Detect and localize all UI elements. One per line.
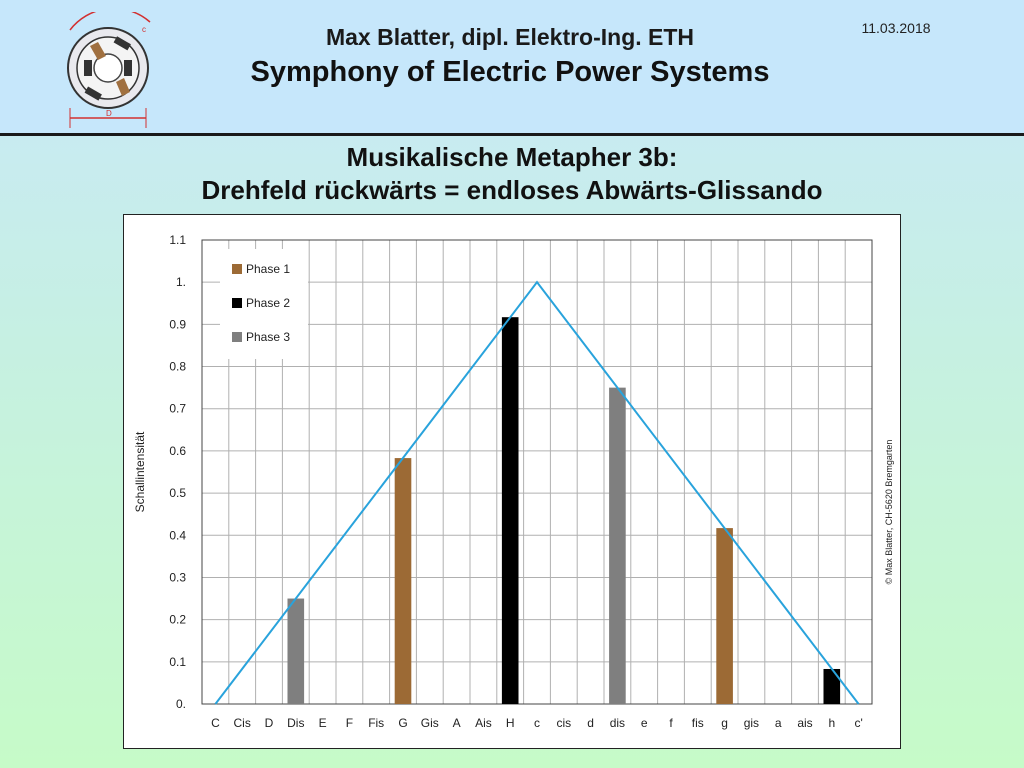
x-tick-label: gis — [744, 716, 759, 730]
legend-swatch — [232, 264, 242, 274]
x-tick-label: c — [534, 716, 540, 730]
copyright-annotation: © Max Blatter, CH-5620 Bremgarten — [884, 440, 894, 585]
legend-swatch — [232, 332, 242, 342]
x-tick-label: H — [506, 716, 515, 730]
x-tick-label: g — [721, 716, 728, 730]
slide-date: 11.03.2018 — [861, 20, 931, 36]
chart-container: 0. 0.1 0.2 0.3 0.4 0.5 0.6 0.7 0.8 0.9 1. 1.1 C Cis D D… — [123, 214, 901, 749]
motor-logo-icon: c D — [67, 12, 151, 128]
y-tick-label: 1. — [176, 275, 186, 289]
x-tick-label: E — [319, 716, 327, 730]
presentation-title: Symphony of Electric Power Systems — [250, 56, 770, 88]
y-tick-label: 0.3 — [169, 570, 186, 584]
header-banner: c D Max Blatter, dipl. Elektro-Ing. ETH … — [0, 0, 1024, 136]
x-tick-label: a — [775, 716, 782, 730]
y-tick-label: 0.4 — [169, 528, 186, 542]
x-tick-label: cis — [556, 716, 571, 730]
author-line: Max Blatter, dipl. Elektro-Ing. ETH — [325, 24, 695, 50]
x-tick-label: ais — [797, 716, 812, 730]
slide-title-line1: Musikalische Metapher 3b: — [346, 142, 678, 172]
y-tick-label: 0.7 — [169, 402, 186, 416]
y-tick-label: 1.1 — [169, 233, 186, 247]
y-tick-label: 0.2 — [169, 613, 186, 627]
x-tick-label: Ais — [475, 716, 492, 730]
x-tick-label: Cis — [234, 716, 251, 730]
x-tick-label: D — [265, 716, 274, 730]
y-tick-label: 0.9 — [169, 317, 186, 331]
x-tick-label: G — [398, 716, 407, 730]
slide-title-line2: Drehfeld rückwärts = endloses Abwärts-Gl… — [201, 175, 823, 205]
x-tick-label: C — [211, 716, 220, 730]
bar-phase-1 — [716, 528, 733, 704]
x-tick-label: c' — [854, 716, 862, 730]
envelope-line — [214, 280, 860, 705]
bar-phase-2 — [823, 668, 841, 704]
legend-label: Phase 2 — [246, 296, 290, 310]
bar-phase-2 — [501, 317, 519, 704]
x-tick-label: A — [453, 716, 461, 730]
logo-label-d: D — [106, 109, 112, 118]
legend-swatch — [232, 298, 242, 308]
x-tick-label: h — [828, 716, 835, 730]
x-tick-label: F — [346, 716, 353, 730]
legend-label: Phase 1 — [246, 262, 290, 276]
bar-phase-3 — [609, 387, 626, 704]
logo-label-c: c — [142, 25, 146, 34]
x-tick-label: d — [587, 716, 594, 730]
x-tick-label: Gis — [421, 716, 439, 730]
legend-label: Phase 3 — [246, 330, 290, 344]
y-tick-label: 0.8 — [169, 360, 186, 374]
x-tick-label: e — [641, 716, 648, 730]
x-tick-label: Fis — [368, 716, 384, 730]
y-axis-label: Schallintensität — [133, 431, 147, 512]
x-tick-label: f — [669, 716, 673, 730]
bar-phase-1 — [394, 458, 412, 704]
x-tick-label: dis — [610, 716, 625, 730]
y-tick-label: 0.1 — [169, 655, 186, 669]
y-tick-label: 0. — [176, 697, 186, 711]
slide-title: Musikalische Metapher 3b: Drehfeld rückw… — [0, 141, 1024, 207]
y-tick-label: 0.5 — [169, 486, 186, 500]
y-tick-label: 0.6 — [169, 444, 186, 458]
bar-phase-3 — [287, 598, 305, 704]
plot-area-border — [201, 239, 873, 705]
x-tick-label: Dis — [287, 716, 304, 730]
x-tick-label: fis — [692, 716, 704, 730]
intensity-bar-chart: 0. 0.1 0.2 0.3 0.4 0.5 0.6 0.7 0.8 0.9 1. 1.1 C Cis D D… — [133, 233, 894, 730]
